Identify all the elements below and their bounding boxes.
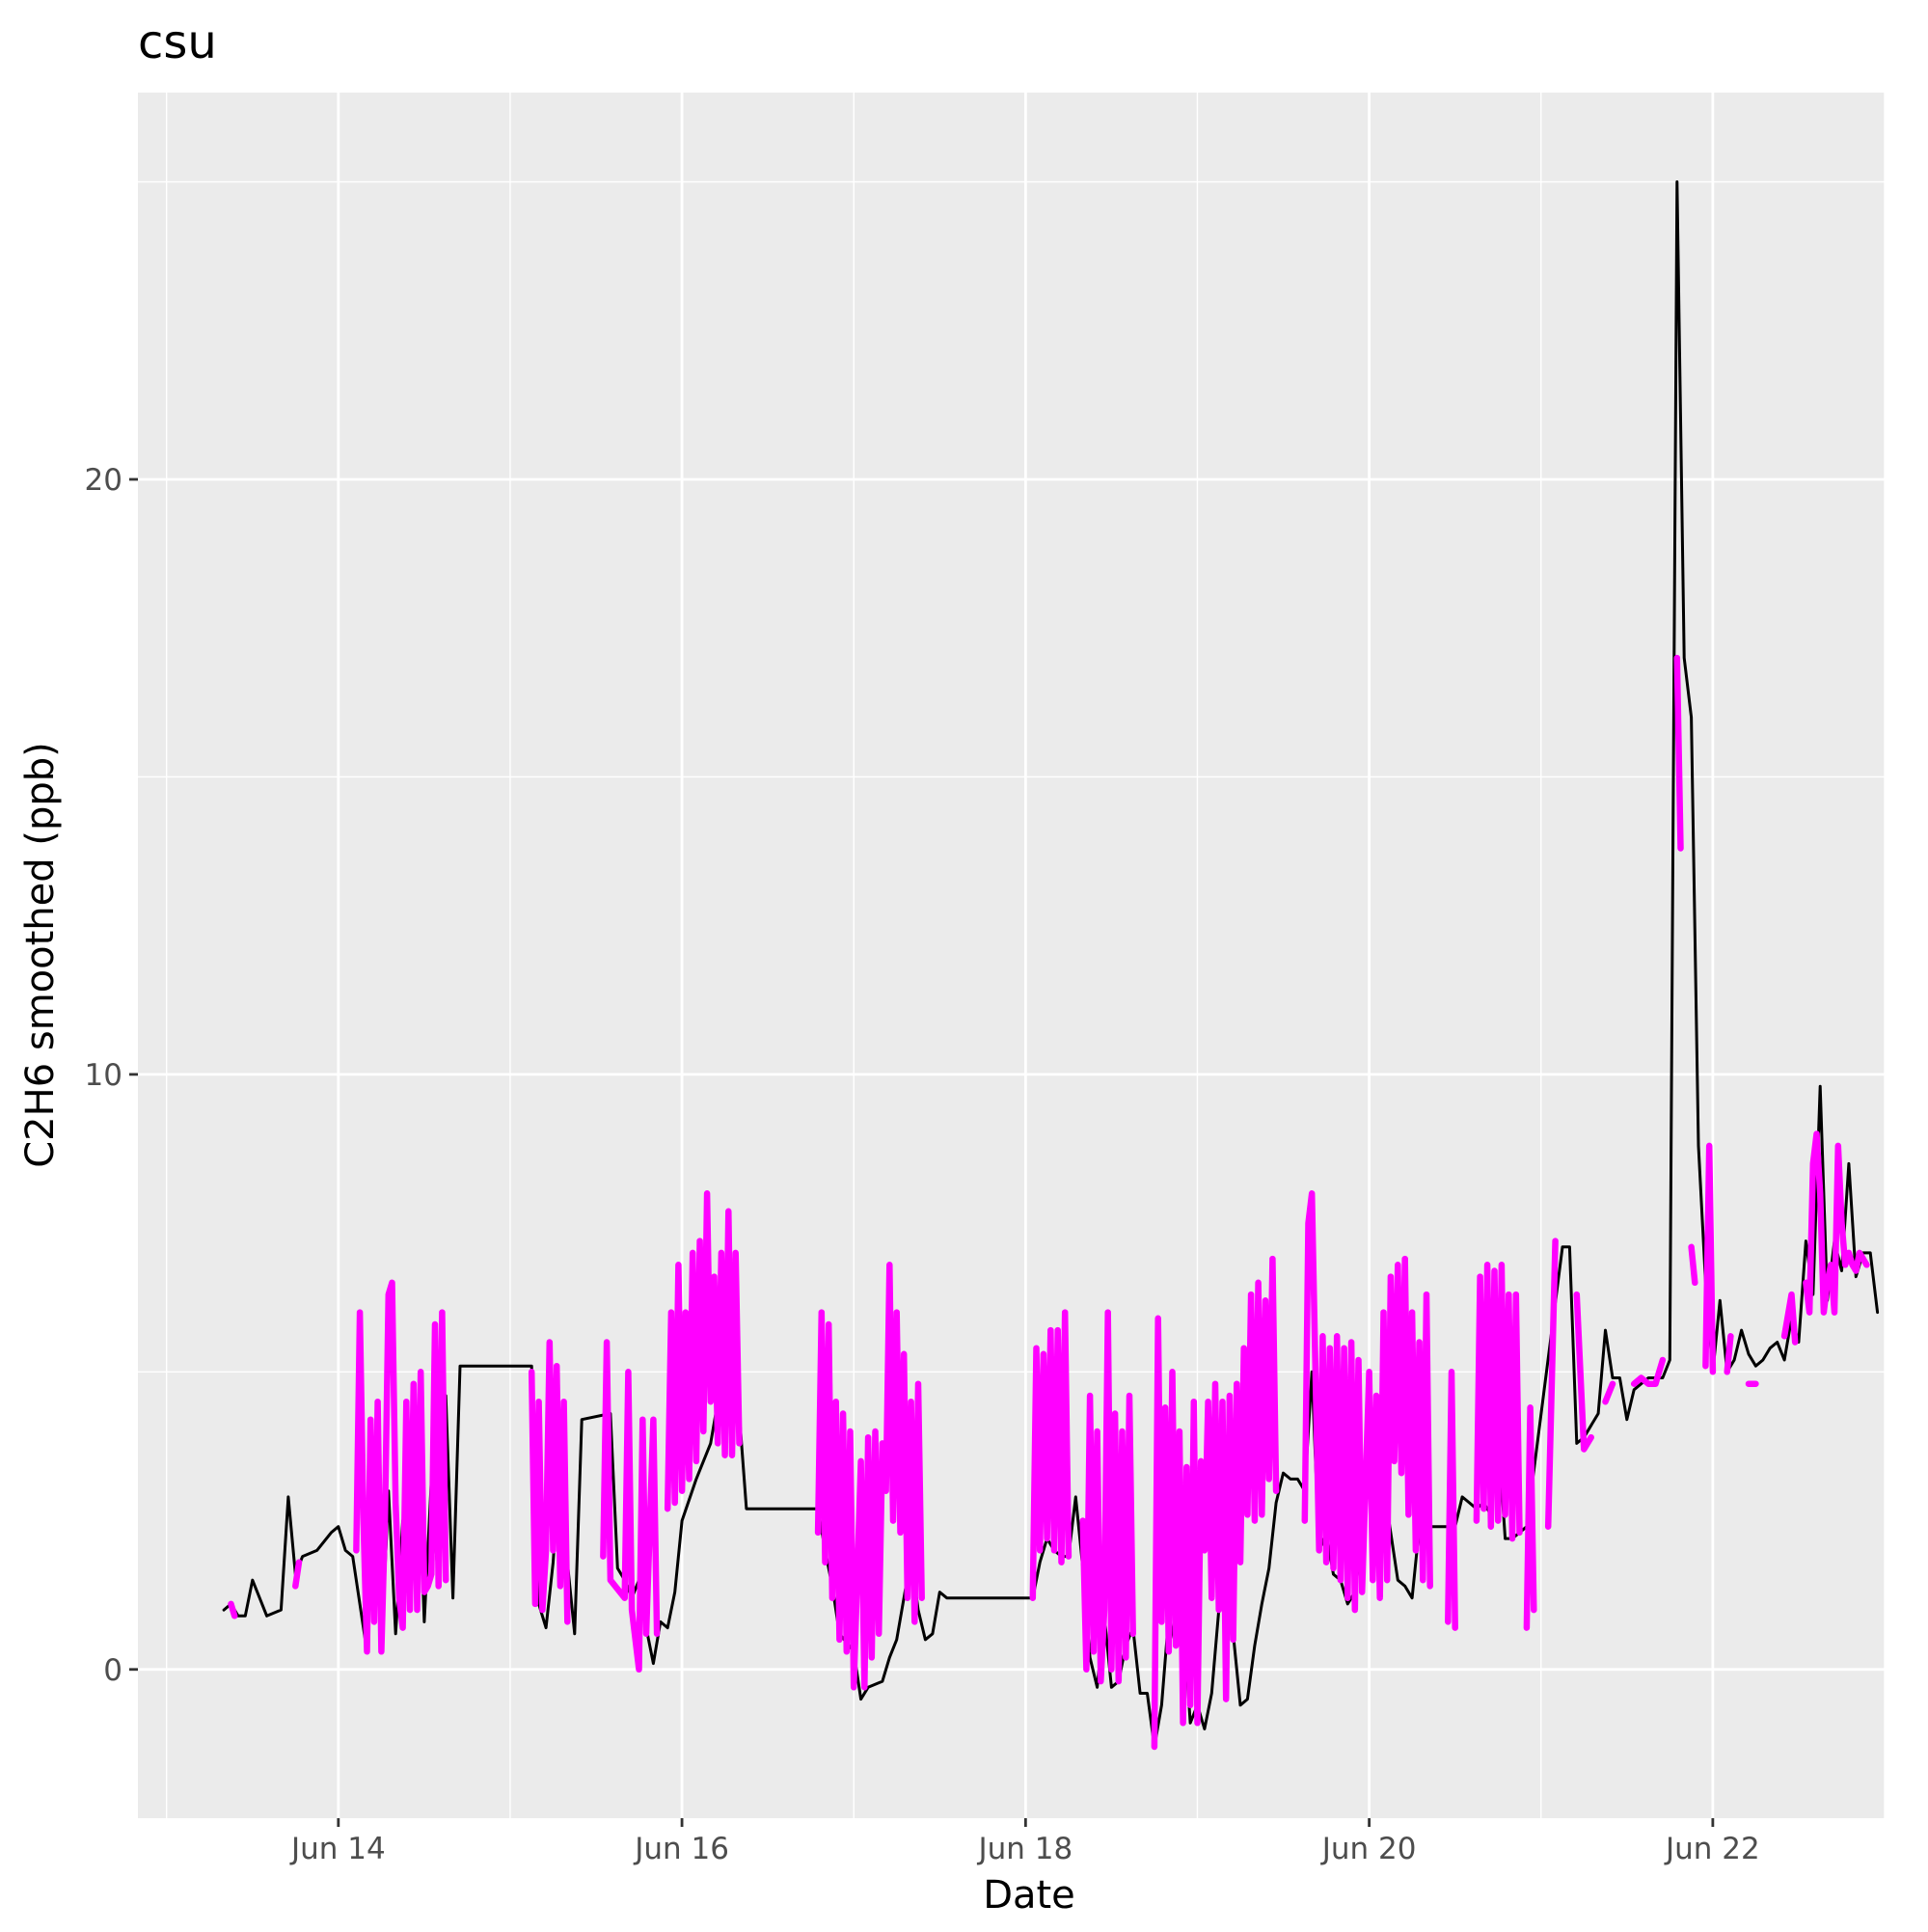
y-tick-label: 0 — [103, 1653, 122, 1688]
chart-title: csu — [138, 15, 217, 69]
x-axis: Jun 14 Jun 16 Jun 18 Jun 20 Jun 22 — [289, 1818, 1760, 1866]
x-tick-label: Jun 18 — [976, 1832, 1073, 1866]
x-tick-label: Jun 16 — [633, 1832, 729, 1866]
y-axis: 0 10 20 — [85, 463, 138, 1688]
series-line-magenta — [228, 654, 1870, 1751]
x-tick-label: Jun 14 — [289, 1832, 386, 1866]
x-axis-title: Date — [983, 1873, 1075, 1918]
y-tick-label: 20 — [85, 463, 122, 498]
y-tick-label: 10 — [85, 1058, 122, 1093]
series-layer — [222, 180, 1880, 1751]
x-tick-label: Jun 22 — [1664, 1832, 1760, 1866]
grid-major — [138, 93, 1885, 1818]
y-axis-title: C2H6 smoothed (ppb) — [18, 742, 63, 1168]
x-tick-label: Jun 20 — [1320, 1832, 1417, 1866]
